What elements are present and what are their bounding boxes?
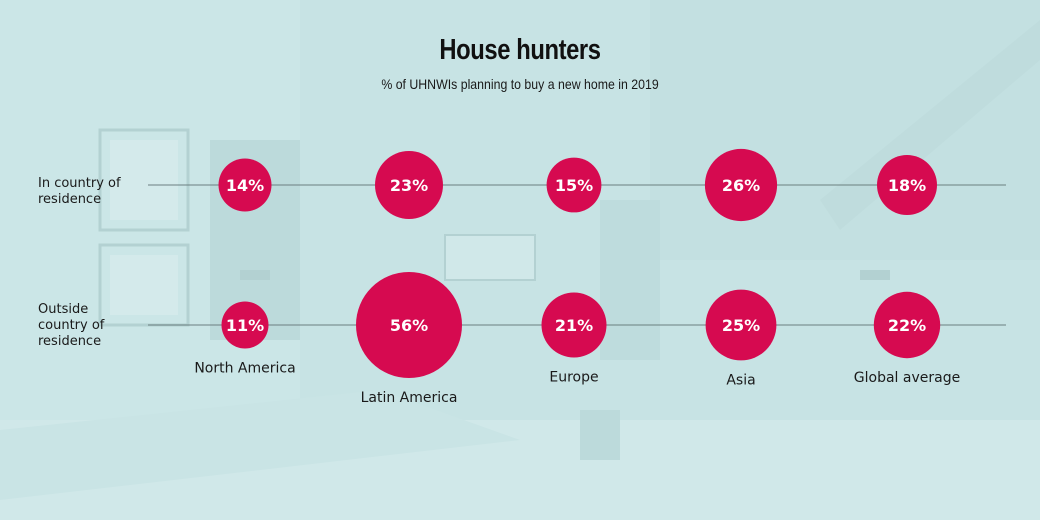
row-label-line: In country of <box>38 176 121 191</box>
bubble <box>546 157 602 213</box>
category-label: North America <box>194 361 295 377</box>
bubble <box>873 291 941 359</box>
row-label-line: Outside <box>38 302 89 317</box>
category-label: Asia <box>726 372 755 388</box>
bubble-value-label: 23% <box>390 176 428 195</box>
bubble <box>375 151 443 219</box>
bubble <box>877 155 937 215</box>
bubble-value-label: 22% <box>888 316 926 335</box>
row-label-outside-country: Outside country of residence <box>38 302 104 350</box>
chart-subtitle: % of UHNWIs planning to buy a new home i… <box>381 76 659 92</box>
bubble-value-label: 18% <box>888 176 926 195</box>
bubble-value-label: 26% <box>722 176 760 195</box>
bubble-value-label: 11% <box>226 316 264 335</box>
bubble-value-label: 15% <box>555 176 593 195</box>
bubble <box>541 292 607 358</box>
category-label: Europe <box>549 370 598 386</box>
category-label: Latin America <box>361 390 458 406</box>
chart-title: House hunters <box>439 34 601 66</box>
bubble <box>221 301 269 349</box>
bubble <box>705 289 777 361</box>
row-label-in-country: In country of residence <box>38 176 121 208</box>
category-label: Global average <box>854 370 960 386</box>
bubble <box>704 148 778 222</box>
bubble <box>356 272 462 378</box>
bubble <box>218 158 272 212</box>
bubble-value-label: 25% <box>722 316 760 335</box>
bubble-value-label: 21% <box>555 316 593 335</box>
row-label-line: residence <box>38 334 102 349</box>
bubble-value-label: 14% <box>226 176 264 195</box>
row-label-line: country of <box>38 318 105 333</box>
row-label-line: residence <box>38 192 102 207</box>
bubble-value-label: 56% <box>390 316 428 335</box>
